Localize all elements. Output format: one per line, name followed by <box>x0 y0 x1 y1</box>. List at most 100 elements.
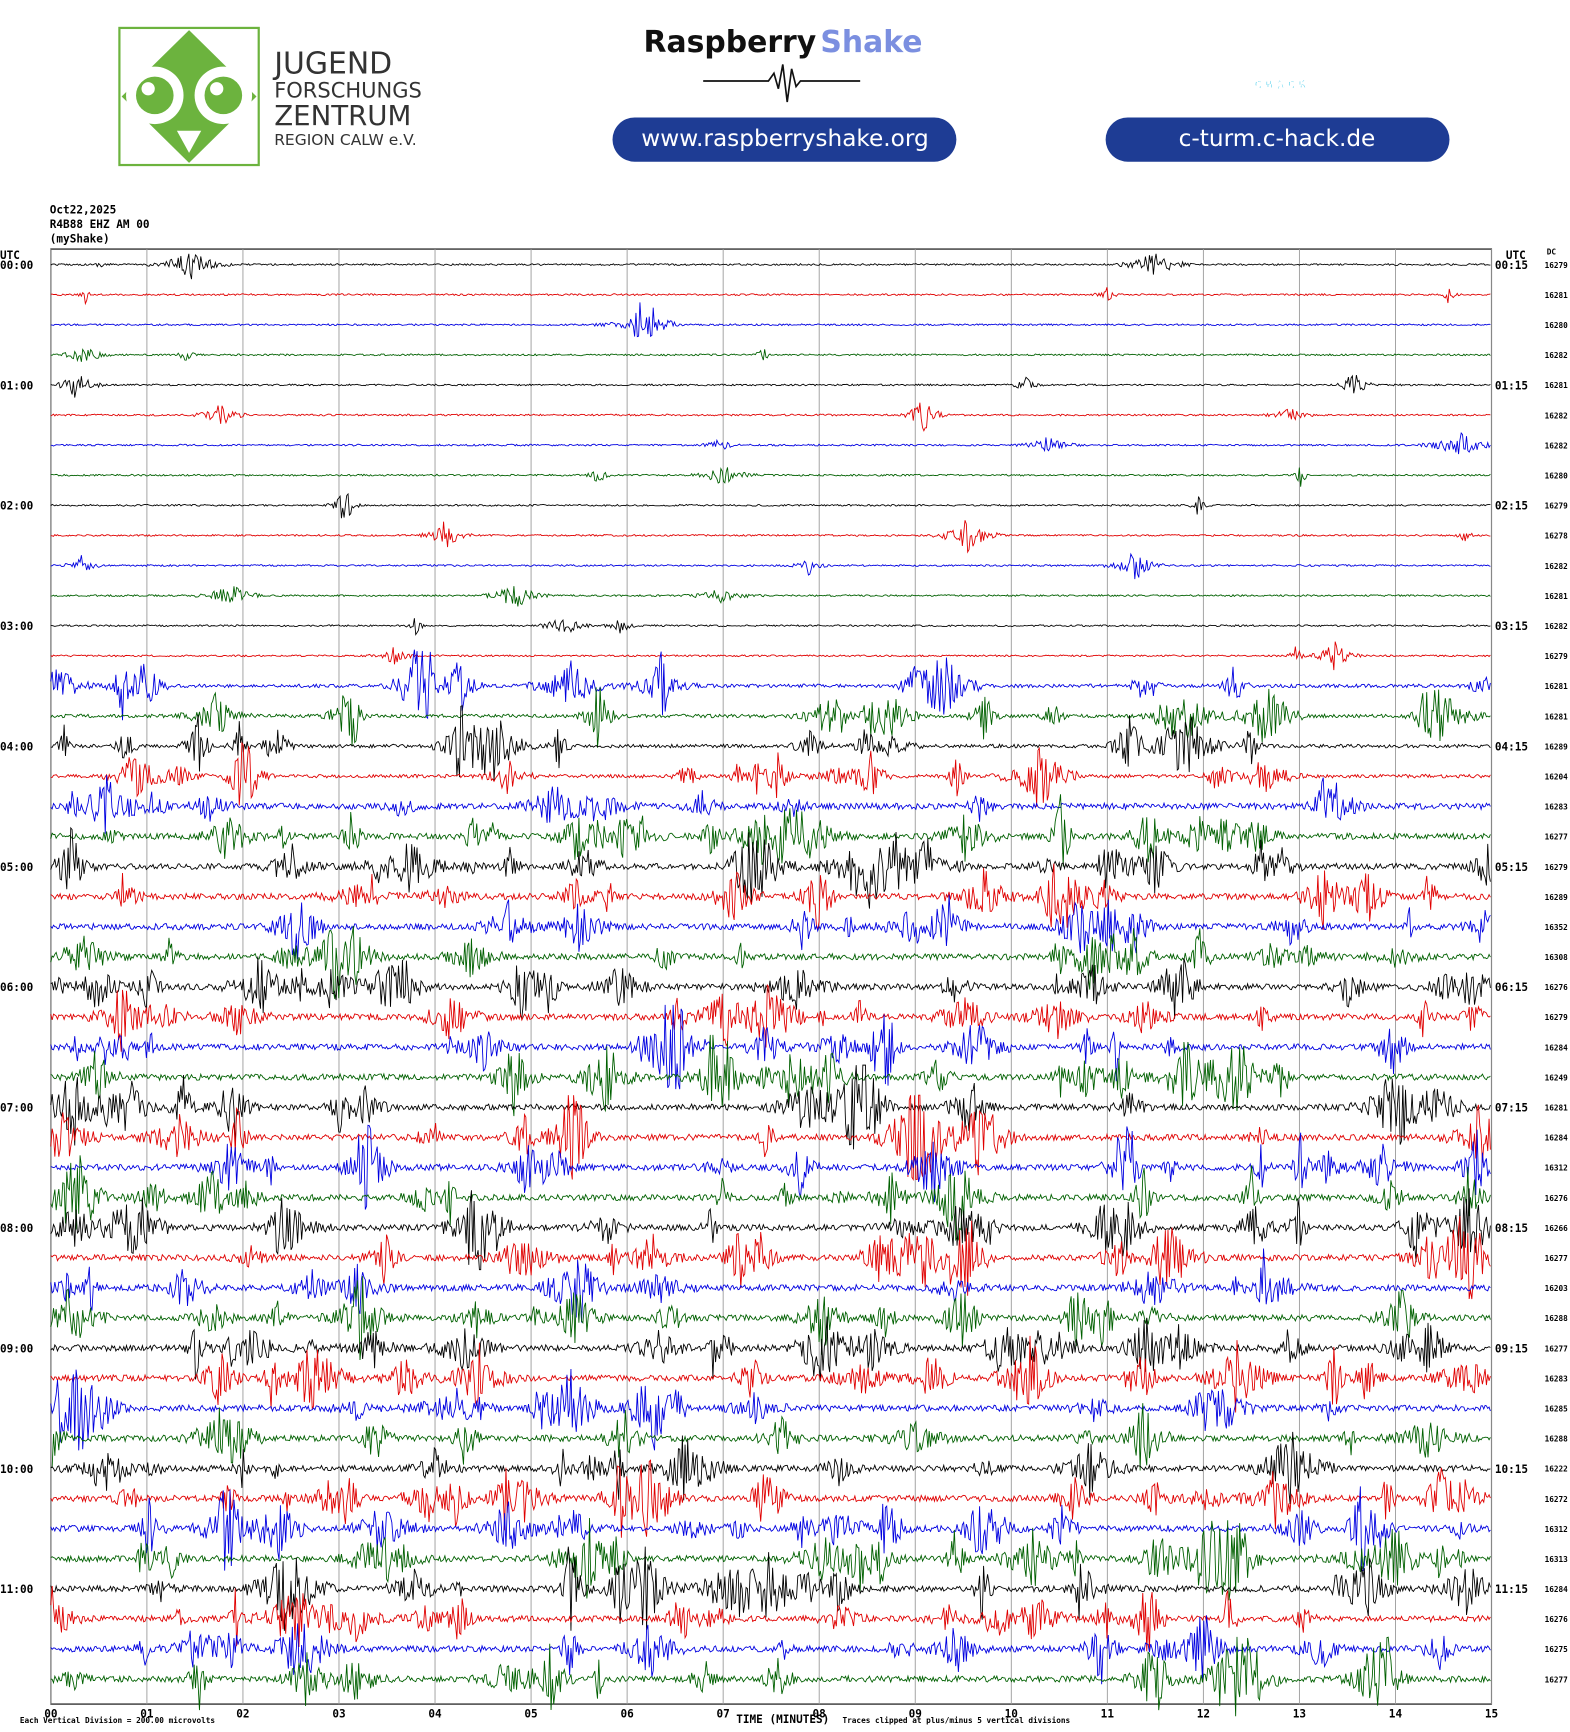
trace <box>50 741 1491 807</box>
dc-value: 16283 <box>1545 803 1569 812</box>
dc-value: 16281 <box>1545 291 1569 300</box>
dc-value: 16277 <box>1545 1675 1569 1684</box>
hour-label: 09:00 <box>0 1342 33 1355</box>
dc-value: 16281 <box>1545 682 1569 691</box>
chack-url[interactable]: c-turm.c-hack.de <box>1179 125 1376 152</box>
x-tick-label: 01 <box>140 1707 154 1720</box>
dc-value: 16282 <box>1545 441 1568 450</box>
dc-value: 16281 <box>1545 712 1569 721</box>
dc-value: 16266 <box>1545 1224 1569 1233</box>
trace <box>50 1615 1491 1685</box>
dc-value: 16288 <box>1545 1314 1569 1323</box>
trace <box>50 1094 1491 1181</box>
trace <box>50 1215 1491 1300</box>
trace <box>50 1403 1491 1471</box>
rs-brand: Shake <box>820 25 922 60</box>
dc-value: 16284 <box>1545 1585 1569 1594</box>
hour-label: 02:00 <box>0 500 33 513</box>
hour-label: 11:00 <box>0 1583 33 1596</box>
jfz-text: REGION CALW e.V. <box>274 131 416 149</box>
source: (myShake) <box>50 232 110 245</box>
dc-head: DC <box>1547 248 1557 257</box>
dc-value: 16278 <box>1545 532 1569 541</box>
trace <box>50 1431 1491 1504</box>
trace <box>50 1486 1491 1572</box>
dc-value: 16277 <box>1545 833 1569 842</box>
x-tick-label: 13 <box>1293 1707 1306 1720</box>
trace <box>50 618 1491 636</box>
hour-label: 00:15 <box>1495 259 1528 272</box>
rs-pill[interactable] <box>612 117 957 162</box>
trace <box>50 794 1491 867</box>
dc-value: 16275 <box>1545 1645 1569 1654</box>
jfz-text: JUGEND <box>272 46 392 81</box>
utc-left: UTC <box>0 249 20 262</box>
dc-value: 16222 <box>1545 1465 1568 1474</box>
jfz-logo <box>118 26 260 167</box>
x-tick-label: 09 <box>909 1707 922 1720</box>
trace <box>50 1335 1491 1413</box>
trace <box>50 705 1491 782</box>
hour-label: 07:00 <box>0 1102 33 1115</box>
dc-value: 16276 <box>1545 1615 1569 1624</box>
rs-squiggle <box>703 64 861 103</box>
x-tick-label: 14 <box>1389 1707 1403 1720</box>
rs-url[interactable]: www.raspberryshake.org <box>641 125 928 152</box>
jfz-text: FORSCHUNGS <box>274 79 422 103</box>
trace <box>50 302 1491 338</box>
hour-label: 03:00 <box>0 620 33 633</box>
hour-label: 10:00 <box>0 1463 33 1476</box>
dc-value: 16289 <box>1545 742 1569 751</box>
chack-logo: CHACK <box>1255 79 1310 92</box>
hour-label: 03:15 <box>1495 620 1528 633</box>
x-tick-label: 05 <box>524 1707 537 1720</box>
clip-note: Traces clipped at plus/minus 5 vertical … <box>842 1716 1070 1725</box>
trace <box>50 1636 1491 1717</box>
trace <box>50 348 1491 363</box>
trace <box>50 1276 1491 1361</box>
hour-label: 04:00 <box>0 740 33 753</box>
trace <box>50 586 1491 607</box>
dc-value: 16281 <box>1545 592 1569 601</box>
x-tick-label: 00 <box>44 1707 57 1720</box>
trace <box>50 1004 1491 1090</box>
trace <box>50 253 1491 280</box>
dc-value: 16282 <box>1545 622 1568 631</box>
trace <box>50 492 1491 519</box>
dc-value: 16285 <box>1545 1404 1569 1413</box>
trace <box>50 520 1491 554</box>
dc-value: 16279 <box>1545 863 1569 872</box>
hour-label: 08:00 <box>0 1222 33 1235</box>
trace <box>50 984 1491 1052</box>
trace <box>50 641 1491 671</box>
dc-value: 16272 <box>1545 1495 1568 1504</box>
dc-value: 16249 <box>1545 1073 1569 1082</box>
dc-value: 16279 <box>1545 652 1569 661</box>
dc-value: 16280 <box>1545 321 1569 330</box>
trace <box>50 374 1491 398</box>
hour-label: 08:15 <box>1495 1222 1528 1235</box>
trace <box>50 467 1491 487</box>
trace <box>50 1316 1491 1382</box>
x-tick-label: 06 <box>620 1707 634 1720</box>
trace <box>50 925 1491 999</box>
dc-value: 16277 <box>1545 1254 1569 1263</box>
dc-value: 16308 <box>1545 953 1569 962</box>
chack-pill[interactable] <box>1105 117 1450 162</box>
hour-label: 06:15 <box>1495 981 1528 994</box>
dc-value: 16279 <box>1545 1013 1569 1022</box>
dc-value: 16277 <box>1545 1344 1569 1353</box>
x-tick-label: 03 <box>332 1707 345 1720</box>
trace <box>50 863 1491 930</box>
trace <box>50 1155 1491 1242</box>
trace <box>50 1188 1491 1271</box>
dc-value: 16284 <box>1545 1134 1569 1143</box>
trace <box>50 1248 1491 1323</box>
trace <box>50 1034 1491 1117</box>
dc-value: 16204 <box>1545 772 1569 781</box>
hour-label: 01:15 <box>1495 379 1528 392</box>
dc-value: 16203 <box>1545 1284 1569 1293</box>
x-tick-label: 04 <box>428 1707 442 1720</box>
hour-label: 05:15 <box>1495 861 1528 874</box>
